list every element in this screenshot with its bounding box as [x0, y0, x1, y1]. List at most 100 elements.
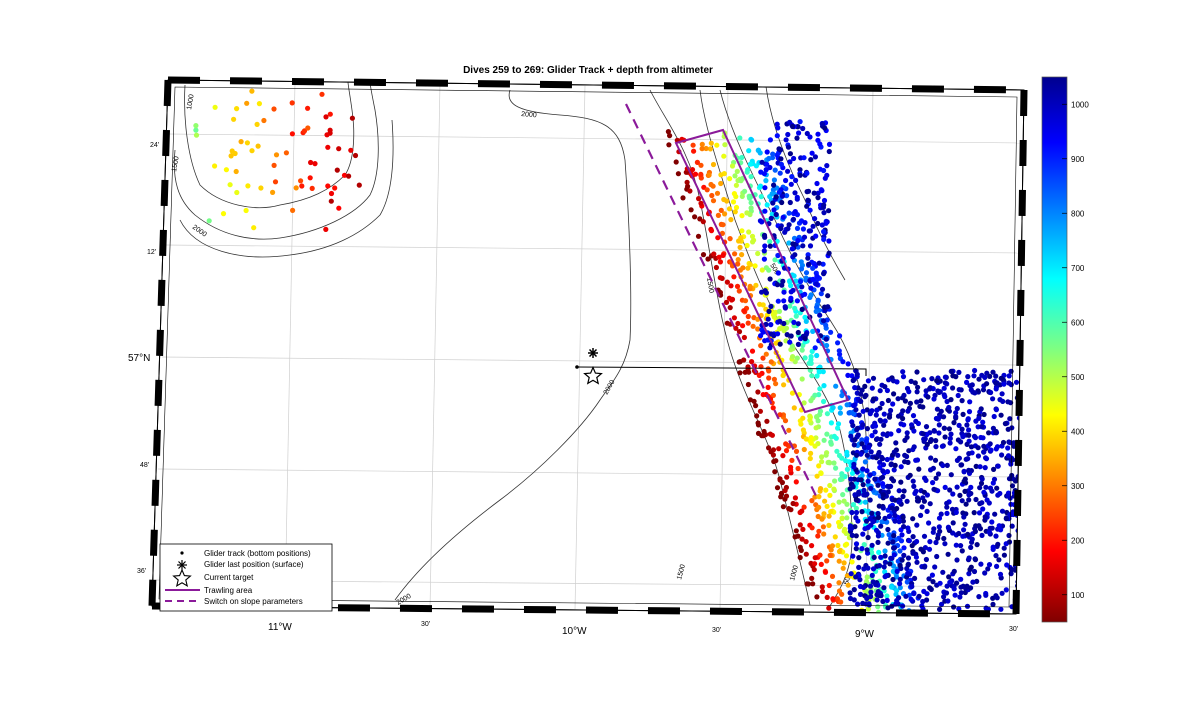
depth-point	[791, 155, 797, 162]
depth-point	[700, 252, 707, 258]
depth-point	[953, 410, 959, 416]
depth-point	[819, 516, 825, 522]
depth-point	[941, 594, 947, 600]
depth-point	[886, 484, 893, 490]
depth-point	[884, 456, 890, 463]
depth-point	[748, 205, 754, 211]
depth-point	[861, 542, 867, 548]
depth-point	[976, 510, 983, 516]
depth-point	[909, 583, 915, 590]
contour-label: 1500	[171, 156, 181, 173]
depth-point	[349, 115, 355, 121]
colorbar-tick-label: 1000	[1071, 100, 1089, 109]
contour-label: 500	[843, 572, 853, 585]
depth-point	[799, 508, 805, 514]
depth-point	[918, 512, 924, 519]
depth-point	[914, 389, 920, 395]
depth-point	[830, 405, 836, 411]
depth-point	[1014, 477, 1020, 483]
depth-point	[993, 553, 999, 559]
colorbar: 1000 900 800 700 600 500 400 300 200 100	[1041, 76, 1089, 623]
depth-point	[293, 185, 299, 191]
depth-point	[807, 134, 813, 140]
depth-point	[332, 185, 338, 191]
depth-point	[885, 489, 891, 495]
depth-point	[842, 526, 848, 532]
depth-point	[851, 442, 857, 448]
depth-point	[819, 222, 825, 228]
depth-point	[994, 563, 1000, 570]
depth-point	[936, 524, 942, 530]
depth-point	[964, 422, 970, 428]
depth-point	[696, 196, 702, 202]
depth-point	[868, 485, 874, 491]
depth-point	[843, 553, 850, 559]
depth-point	[975, 445, 981, 451]
depth-point	[750, 239, 756, 245]
depth-point	[914, 559, 920, 565]
depth-point	[919, 504, 925, 510]
depth-point	[673, 159, 679, 165]
depth-point	[928, 455, 934, 461]
depth-point	[875, 482, 881, 488]
depth-point	[921, 498, 928, 504]
depth-point	[898, 479, 904, 485]
depth-point	[888, 431, 894, 437]
depth-point	[962, 488, 968, 494]
depth-point	[800, 427, 807, 433]
depth-point	[755, 430, 762, 436]
depth-point	[812, 154, 819, 160]
depth-point	[788, 181, 794, 187]
depth-point	[797, 172, 803, 178]
depth-point	[878, 554, 884, 560]
depth-point	[979, 500, 985, 506]
legend-last-position-label: Glider last position (surface)	[204, 560, 304, 569]
depth-point	[735, 257, 741, 263]
depth-point	[812, 555, 818, 561]
depth-point	[888, 407, 894, 414]
depth-point	[765, 316, 771, 322]
depth-point	[840, 565, 846, 571]
depth-point	[325, 144, 331, 150]
depth-point	[771, 207, 777, 213]
depth-point	[917, 403, 923, 409]
depth-point	[878, 593, 884, 599]
depth-point	[744, 169, 750, 175]
depth-point	[948, 472, 954, 478]
depth-point	[980, 419, 986, 425]
depth-point	[705, 256, 711, 262]
depth-point	[308, 159, 314, 166]
depth-point	[787, 339, 793, 345]
depth-point	[869, 433, 875, 439]
depth-point	[965, 456, 971, 462]
depth-point	[953, 414, 959, 420]
depth-point	[936, 389, 942, 395]
depth-point	[761, 433, 767, 439]
depth-point	[753, 163, 760, 169]
depth-point	[775, 270, 782, 276]
depth-point	[963, 501, 969, 507]
lon-label: 11°W	[268, 622, 292, 633]
depth-point	[858, 477, 864, 483]
depth-point	[929, 572, 936, 578]
depth-point	[800, 125, 806, 132]
depth-point	[745, 265, 751, 271]
depth-point	[809, 543, 815, 549]
depth-point	[884, 469, 891, 475]
depth-point	[966, 497, 972, 503]
depth-point	[905, 562, 911, 568]
depth-point	[916, 466, 922, 472]
depth-point	[951, 604, 957, 610]
depth-point	[874, 407, 880, 413]
depth-point	[978, 406, 984, 412]
legend-target-icon	[172, 568, 192, 588]
depth-point	[1013, 379, 1020, 385]
depth-point	[880, 462, 887, 468]
depth-point	[801, 155, 807, 161]
depth-point	[764, 418, 770, 424]
depth-point	[864, 547, 870, 553]
depth-point	[785, 144, 792, 150]
depth-point	[990, 369, 996, 375]
depth-point	[882, 548, 888, 554]
depth-point	[798, 421, 804, 427]
